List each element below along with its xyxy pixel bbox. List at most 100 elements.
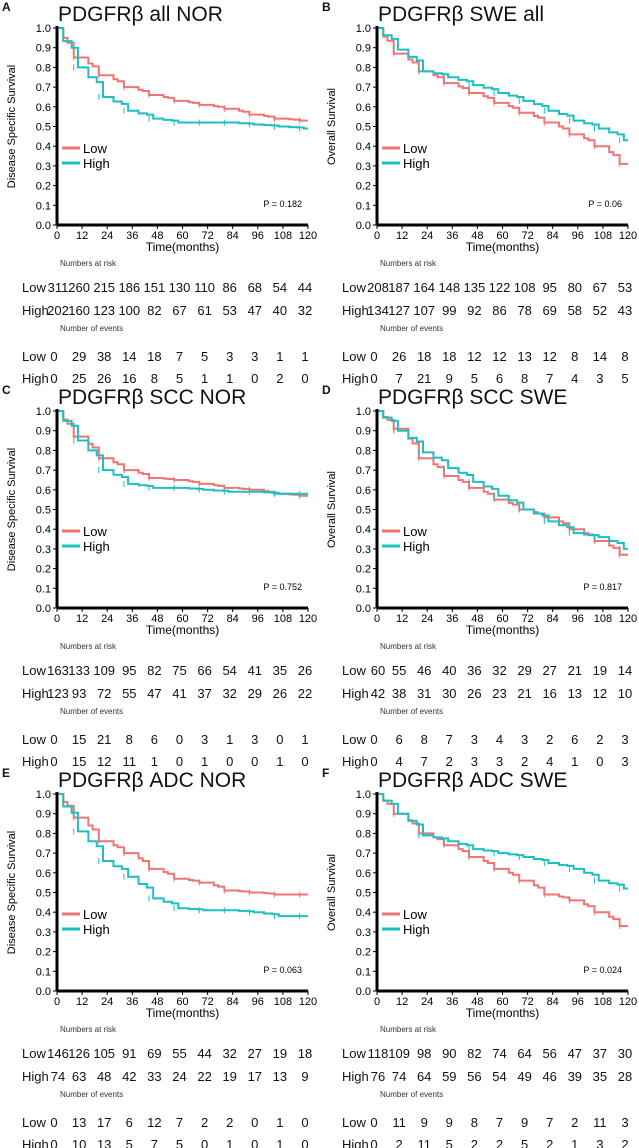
events-value: 21 bbox=[416, 371, 432, 386]
risk-value: 23 bbox=[492, 686, 507, 701]
p-value: P = 0.024 bbox=[583, 965, 622, 975]
risk-value: 32 bbox=[297, 303, 313, 318]
events-value: 3 bbox=[226, 349, 234, 364]
x-tick-label: 48 bbox=[471, 996, 483, 1008]
risk-value: 64 bbox=[517, 1046, 532, 1061]
row-label: High bbox=[342, 303, 369, 318]
risk-value: 148 bbox=[438, 280, 461, 295]
p-value: P = 0.182 bbox=[263, 199, 302, 209]
x-tick-label: 84 bbox=[547, 230, 559, 242]
x-tick-label: 60 bbox=[496, 230, 508, 242]
risk-value: 215 bbox=[93, 280, 116, 295]
events-value: 3 bbox=[621, 1115, 629, 1130]
panel-D: D PDGFRβ SCC SWE 0.0 0.1 0.2 0.3 0.4 0.5 0.6 0.7 0… bbox=[320, 383, 639, 769]
risk-value: 35 bbox=[272, 663, 288, 678]
x-tick-label: 120 bbox=[299, 613, 317, 625]
y-axis-label: Disease Specific Survival bbox=[6, 831, 18, 955]
legend-low-label: Low bbox=[83, 141, 107, 156]
risk-value: 202 bbox=[47, 303, 69, 318]
events-value: 1 bbox=[150, 754, 159, 769]
events-value: 0 bbox=[251, 754, 259, 769]
risk-value: 52 bbox=[592, 303, 608, 318]
plot-area: 0.0 0.1 0.2 0.3 0.4 0.5 0.6 0.7 0.8 0.9 1.0 0 12 24 36… bbox=[6, 23, 317, 254]
risk-value: 123 bbox=[47, 686, 69, 701]
x-axis-label: Time(months) bbox=[466, 623, 540, 637]
km-curve-low bbox=[377, 27, 628, 165]
events-value: 12 bbox=[467, 349, 482, 364]
events-value: 0 bbox=[301, 1137, 309, 1148]
y-tick-label: 0.0 bbox=[36, 986, 51, 998]
y-tick-label: 0.6 bbox=[36, 485, 51, 497]
x-tick-label: 120 bbox=[299, 996, 317, 1008]
events-value: 11 bbox=[122, 754, 137, 769]
risk-value: 151 bbox=[143, 280, 166, 295]
plot-area: 0.0 0.1 0.2 0.3 0.4 0.5 0.6 0.7 0.8 0.9 1.0 0 12 24 36… bbox=[6, 789, 317, 1020]
events-value: 1 bbox=[200, 754, 209, 769]
x-tick-label: 108 bbox=[594, 613, 612, 625]
x-tick-label: 0 bbox=[374, 996, 380, 1008]
km-curve-low bbox=[377, 410, 628, 556]
legend-low-label: Low bbox=[83, 524, 107, 539]
risk-value: 56 bbox=[467, 1069, 482, 1084]
events-value: 0 bbox=[301, 1115, 309, 1130]
y-tick-label: 0.6 bbox=[356, 102, 371, 114]
events-value: 0 bbox=[50, 349, 58, 364]
x-tick-label: 84 bbox=[227, 996, 239, 1008]
risk-value: 13 bbox=[272, 1069, 288, 1084]
risk-value: 49 bbox=[517, 1069, 532, 1084]
x-tick-label: 60 bbox=[496, 996, 508, 1008]
x-tick-label: 12 bbox=[396, 996, 408, 1008]
y-tick-label: 0.1 bbox=[356, 200, 371, 212]
panel-label: D bbox=[322, 383, 331, 397]
events-value: 0 bbox=[301, 754, 309, 769]
events-table-title: Number of events bbox=[380, 707, 444, 716]
risk-value: 29 bbox=[247, 686, 263, 701]
events-value: 0 bbox=[370, 349, 378, 364]
x-tick-label: 108 bbox=[274, 996, 292, 1008]
y-tick-label: 0.1 bbox=[36, 583, 51, 595]
events-value: 2 bbox=[445, 754, 453, 769]
risk-value: 54 bbox=[222, 663, 237, 678]
events-value: 11 bbox=[593, 1115, 607, 1130]
legend-low-label: Low bbox=[403, 907, 427, 922]
risk-value: 105 bbox=[93, 1046, 116, 1061]
x-tick-label: 36 bbox=[126, 230, 138, 242]
risk-value: 109 bbox=[93, 663, 116, 678]
y-axis-label: Overall Survival bbox=[326, 471, 338, 548]
y-tick-label: 0.6 bbox=[356, 868, 371, 880]
row-label: High bbox=[342, 754, 369, 769]
risk-value: 118 bbox=[367, 1046, 389, 1061]
risk-value: 26 bbox=[297, 663, 313, 678]
x-tick-label: 120 bbox=[299, 230, 317, 242]
x-tick-label: 36 bbox=[126, 613, 138, 625]
chart-title: PDGFRβ SCC SWE bbox=[378, 386, 568, 409]
risk-value: 98 bbox=[416, 1046, 432, 1061]
risk-value: 26 bbox=[467, 686, 482, 701]
y-tick-label: 0.8 bbox=[36, 445, 51, 457]
risk-value: 33 bbox=[147, 1069, 162, 1084]
x-tick-label: 108 bbox=[594, 996, 612, 1008]
y-tick-label: 0.9 bbox=[36, 43, 51, 55]
panel-A: A PDGFRβ all NOR 0.0 0.1 0.2 0.3 0.4 0.5 0.6 0.7 0… bbox=[0, 0, 320, 386]
risk-value: 35 bbox=[592, 1069, 608, 1084]
events-value: 26 bbox=[96, 371, 112, 386]
risk-value: 47 bbox=[147, 686, 162, 701]
x-tick-label: 96 bbox=[252, 230, 264, 242]
events-value: 5 bbox=[520, 1137, 529, 1148]
events-table-title: Number of events bbox=[60, 1090, 124, 1099]
events-value: 3 bbox=[596, 371, 604, 386]
events-value: 8 bbox=[420, 732, 428, 747]
events-value: 8 bbox=[571, 349, 579, 364]
events-value: 2 bbox=[571, 1115, 579, 1130]
events-value: 9 bbox=[520, 1115, 529, 1130]
events-value: 7 bbox=[420, 754, 428, 769]
legend-low-label: Low bbox=[83, 907, 107, 922]
x-tick-label: 36 bbox=[446, 996, 458, 1008]
risk-value: 24 bbox=[172, 1069, 187, 1084]
risk-value: 108 bbox=[513, 280, 536, 295]
y-tick-label: 0.4 bbox=[36, 141, 51, 153]
risk-table-title: Numbers at risk bbox=[380, 1025, 437, 1034]
risk-value: 21 bbox=[567, 663, 583, 678]
row-label: Low bbox=[342, 280, 366, 295]
x-tick-label: 120 bbox=[619, 230, 637, 242]
